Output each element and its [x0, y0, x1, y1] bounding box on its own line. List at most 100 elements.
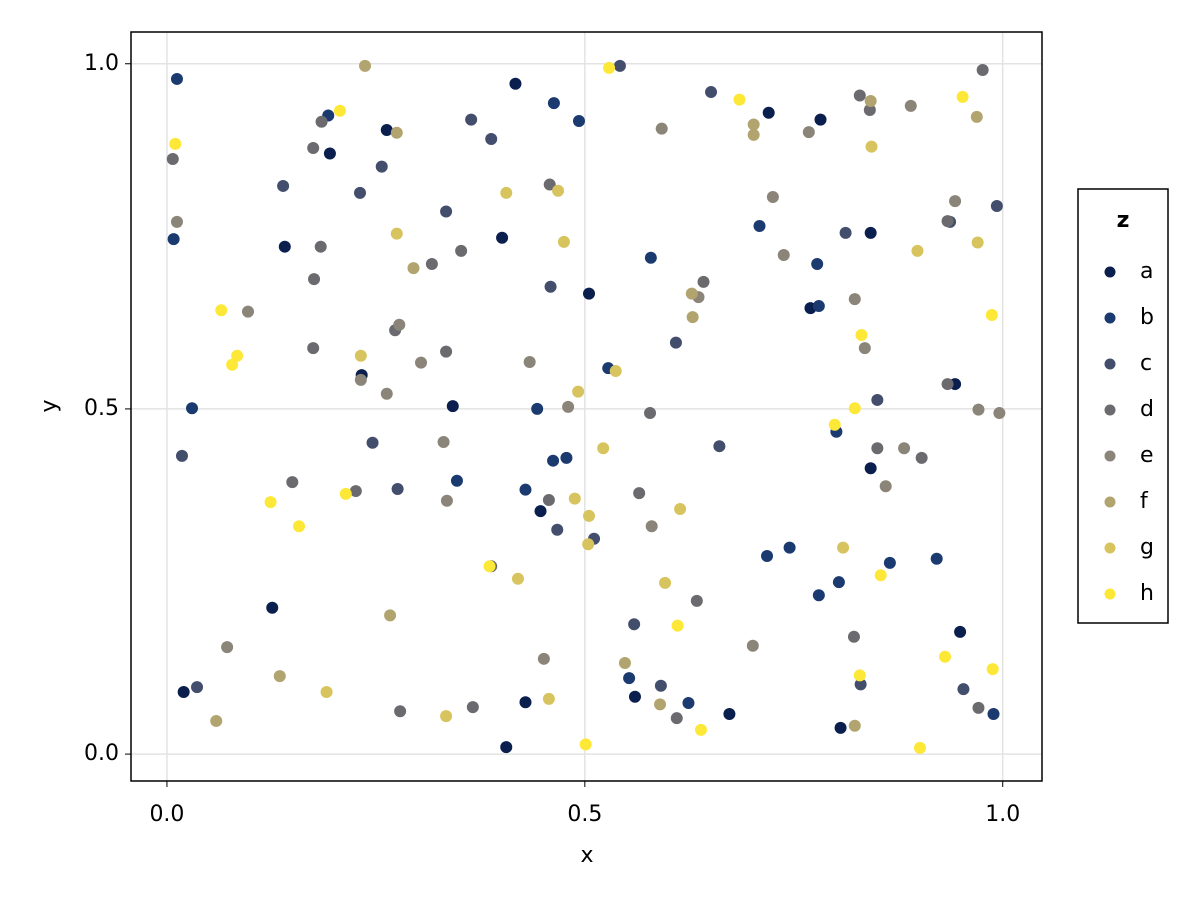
scatter-point — [390, 227, 403, 240]
scatter-point — [832, 576, 845, 589]
points-layer — [166, 59, 1006, 754]
scatter-point — [446, 400, 459, 413]
scatter-point — [623, 672, 636, 685]
scatter-point — [170, 215, 183, 228]
scatter-point — [654, 679, 667, 692]
scatter-point — [519, 696, 532, 709]
scatter-point — [215, 304, 228, 317]
scatter-point — [500, 741, 513, 754]
scatter-point — [483, 560, 496, 573]
scatter-point — [811, 257, 824, 270]
scatter-point — [993, 407, 1006, 420]
scatter-point — [985, 309, 998, 322]
scatter-point — [333, 104, 346, 117]
scatter-point — [613, 59, 626, 72]
scatter-point — [557, 235, 570, 248]
legend-title: z — [1117, 208, 1130, 233]
scatter-point — [359, 59, 372, 72]
scatter-point — [537, 652, 550, 665]
scatter-point — [837, 541, 850, 554]
scatter-point — [242, 305, 255, 318]
legend-label: b — [1140, 305, 1154, 330]
scatter-point — [747, 128, 760, 141]
scatter-point — [547, 97, 560, 110]
scatter-point — [990, 199, 1003, 212]
legend-label: d — [1140, 397, 1154, 422]
scatter-point — [865, 140, 878, 153]
scatter-point — [723, 708, 736, 721]
scatter-point — [292, 520, 305, 533]
legend-label: e — [1140, 443, 1154, 468]
scatter-point — [568, 492, 581, 505]
scatter-point — [777, 248, 790, 261]
scatter-point — [644, 251, 657, 264]
scatter-point — [941, 378, 954, 391]
legend-marker — [1104, 496, 1116, 508]
scatter-point — [854, 678, 867, 691]
scatter-point — [802, 126, 815, 139]
scatter-point — [970, 110, 983, 123]
x-axis-label: x — [580, 843, 593, 868]
scatter-point — [848, 402, 861, 415]
scatter-point — [314, 240, 327, 253]
scatter-point — [167, 233, 180, 246]
scatter-point — [375, 160, 388, 173]
scatter-point — [440, 205, 453, 218]
scatter-point — [904, 99, 917, 112]
scatter-point — [560, 451, 573, 464]
scatter-point — [705, 86, 718, 99]
scatter-point — [954, 625, 967, 638]
scatter-point — [670, 712, 683, 725]
scatter-point — [628, 690, 641, 703]
scatter-point — [551, 523, 564, 536]
scatter-point — [863, 104, 876, 117]
scatter-point — [425, 257, 438, 270]
scatter-point — [523, 355, 536, 368]
scatter-point — [834, 721, 847, 734]
scatter-point — [972, 701, 985, 714]
legend-box — [1077, 188, 1169, 624]
legend-marker — [1104, 312, 1116, 324]
scatter-point — [307, 342, 320, 355]
scatter-point — [380, 124, 393, 137]
grid-layer — [131, 32, 1042, 781]
scatter-point — [972, 403, 985, 416]
scatter-point — [547, 454, 560, 467]
scatter-point — [277, 179, 290, 192]
scatter-point — [713, 440, 726, 453]
x-tick-label: 0.5 — [567, 802, 602, 827]
legend-marker — [1104, 358, 1116, 370]
scatter-point — [519, 483, 532, 496]
scatter-point — [465, 113, 478, 126]
scatter-point — [500, 186, 513, 199]
y-tick-label: 1.0 — [84, 51, 119, 76]
scatter-point — [485, 133, 498, 145]
scatter-point — [390, 126, 403, 139]
scatter-point — [733, 93, 746, 106]
scatter-point — [783, 541, 796, 554]
scatter-point — [603, 61, 616, 74]
legend-label: a — [1140, 259, 1153, 284]
scatter-point — [879, 480, 892, 493]
scatter-point — [746, 639, 759, 652]
scatter-point — [747, 118, 760, 131]
scatter-point — [534, 505, 547, 518]
scatter-point — [690, 594, 703, 607]
scatter-point — [812, 300, 825, 313]
scatter-point — [855, 329, 868, 342]
scatter-point — [986, 663, 999, 676]
scatter-point — [864, 226, 877, 239]
scatter-point — [633, 487, 646, 500]
scatter-point — [761, 549, 774, 562]
scatter-point — [354, 186, 367, 199]
scatter-point — [543, 178, 556, 191]
scatter-point — [848, 293, 861, 306]
scatter-point — [695, 723, 708, 736]
scatter-point — [697, 275, 710, 288]
scatter-point — [583, 287, 596, 300]
scatter-point — [847, 630, 860, 643]
scatter-point — [562, 400, 575, 413]
scatter-point — [853, 89, 866, 102]
scatter-point — [393, 318, 406, 331]
scatter-point — [170, 72, 183, 85]
